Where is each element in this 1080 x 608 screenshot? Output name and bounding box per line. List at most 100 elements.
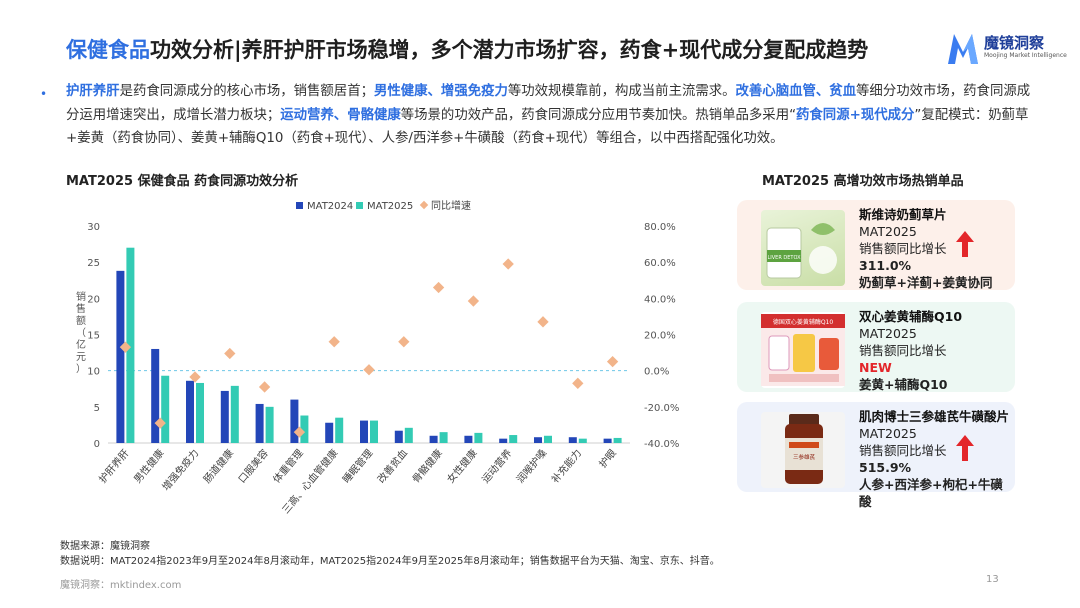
x-tick-label: 运动营养 [479, 447, 515, 486]
products-section-title: MAT2025 高增功效市场热销单品 [762, 174, 964, 189]
data-source: 数据来源：魔镜洞察 [60, 541, 150, 552]
product-1-period: MAT2025 [859, 224, 917, 239]
legend-label: MAT2025 [367, 201, 413, 212]
legend-swatch-MAT2024 [296, 202, 303, 209]
product-2-info: 双心姜黄辅酶Q10 MAT2025 销售额同比增长 NEW 姜黄+辅酶Q10 [859, 308, 962, 393]
y-tick-label: 20 [87, 294, 100, 305]
bar-mat2024 [534, 437, 542, 443]
bar-mat2024 [603, 438, 612, 443]
bar-mat2024 [464, 435, 473, 443]
y2-tick-label: 40.0% [644, 294, 676, 305]
bar-mat2025 [126, 247, 135, 443]
growth-marker [502, 258, 514, 270]
summary-paragraph: 护肝养肝是药食同源成分的核心市场，销售额居首；男性健康、增强免疫力等功效规模靠前… [66, 80, 1036, 151]
bar-mat2024 [568, 437, 577, 443]
data-note: 数据说明：MAT2024指2023年9月至2024年8月滚动年，MAT2025指… [60, 556, 720, 567]
legend-swatch-MAT2025 [356, 202, 363, 209]
x-tick-label: 骨骼健康 [409, 447, 445, 486]
x-tick-label: 护眼 [596, 447, 619, 471]
bar-mat2024 [429, 435, 438, 443]
up-arrow-icon [956, 435, 974, 461]
bar-mat2025 [370, 420, 378, 443]
x-tick-label: 增强免疫力 [159, 447, 201, 494]
y2-tick-label: 60.0% [644, 258, 676, 269]
y2-tick-label: -40.0% [644, 439, 679, 450]
growth-marker [537, 316, 549, 328]
legend-marker-growth [419, 200, 429, 210]
page-title-rest: 功效分析|养肝护肝市场稳增，多个潜力市场扩容，药食+现代成分复配成趋势 [150, 38, 869, 62]
bar-mat2025 [300, 415, 309, 443]
product-image-2: 德国双心姜黄辅酶Q10 [761, 312, 845, 388]
legend-label: MAT2024 [307, 201, 353, 212]
bar-mat2024 [151, 348, 160, 443]
growth-marker [328, 336, 340, 348]
y2-tick-label: 80.0% [644, 222, 676, 233]
product-1-info: 斯维诗奶蓟草片 MAT2025 销售额同比增长 311.0% 奶蓟草+洋蓟+姜黄… [859, 206, 992, 291]
x-tick-label: 口服美容 [235, 447, 271, 486]
y-tick-label: 25 [87, 258, 100, 269]
product-1-metric: 销售额同比增长 [859, 241, 947, 256]
summary-highlight-4: 运动营养、骨骼健康 [280, 107, 401, 123]
page-number: 13 [986, 574, 999, 585]
bar-mat2025 [230, 385, 239, 443]
product-1-mix: 奶蓟草+洋蓟+姜黄协同 [859, 275, 993, 290]
bar-mat2024 [255, 403, 264, 443]
summary-text-5: ”复配模式：奶蓟草+姜黄（药食协同）、姜黄+辅酶Q10（药食+现代）、人参/西洋… [66, 107, 1029, 147]
y-tick-label: 0 [94, 439, 100, 450]
product-3-period: MAT2025 [859, 426, 917, 441]
product-1-img-text: LIVER DETOX [767, 255, 801, 261]
y2-tick-label: 0.0% [644, 367, 669, 378]
product-1-value: 311.0% [859, 258, 912, 273]
product-image-3: 三参雄芪 [761, 412, 845, 488]
product-3-name: 肌肉博士三参雄芪牛磺酸片 [859, 409, 1010, 424]
x-tick-label: 体重管理 [270, 447, 306, 486]
growth-marker [606, 355, 619, 368]
summary-text-3: 等细分功效市场，药食同源成分运用增速突出，成增长潜力板块； [66, 84, 1031, 123]
growth-marker [258, 381, 271, 393]
product-card-1[interactable]: LIVER DETOX 斯维诗奶蓟草片 MAT2025 销售额同比增长 311.… [737, 200, 1015, 290]
bar-mat2024 [499, 438, 508, 443]
bar-mat2025 [404, 427, 413, 443]
product-3-value: 515.9% [859, 460, 912, 475]
y2-tick-label: 20.0% [644, 331, 676, 342]
product-2-name: 双心姜黄辅酶Q10 [859, 309, 963, 324]
bar-mat2024 [186, 380, 194, 443]
bar-mat2024 [220, 390, 229, 443]
x-tick-label: 女性健康 [444, 447, 480, 486]
legend-label: 同比增速 [431, 199, 471, 212]
growth-marker [432, 281, 445, 294]
product-3-mix: 人参+西洋参+枸杞+牛磺酸 [859, 477, 1003, 509]
bar-mat2025 [544, 435, 552, 443]
x-tick-label: 肠道健康 [200, 447, 236, 486]
growth-marker [363, 364, 375, 376]
y-tick-label: 15 [87, 331, 100, 342]
growth-marker [572, 377, 584, 389]
bar-mat2024 [325, 422, 334, 443]
summary-text-1: 是药食同源成分的核心市场，销售额居首； [119, 84, 374, 99]
bar-mat2025 [161, 375, 170, 443]
y-tick-label: 5 [94, 403, 100, 414]
bar-mat2025 [265, 406, 274, 443]
summary-text-2: 等功效规模靠前，构成当前主流需求。 [507, 84, 736, 99]
site-link[interactable]: 魔镜洞察：mktindex.com [60, 580, 182, 591]
product-1-name: 斯维诗奶蓟草片 [859, 207, 947, 222]
bar-mat2024 [360, 420, 368, 443]
product-card-2[interactable]: 德国双心姜黄辅酶Q10 双心姜黄辅酶Q10 MAT2025 销售额同比增长 NE… [737, 302, 1015, 392]
product-image-1: LIVER DETOX [761, 210, 845, 286]
new-badge: NEW [859, 360, 892, 375]
y-tick-label: 30 [87, 222, 100, 233]
logo-name: 魔镜洞察 [984, 34, 1045, 52]
product-card-3[interactable]: 三参雄芪 肌肉博士三参雄芪牛磺酸片 MAT2025 销售额同比增长 515.9%… [737, 402, 1015, 509]
growth-marker [119, 341, 132, 353]
summary-highlight-5: 药食同源+现代成分 [796, 107, 915, 123]
x-tick-label: 补充能力 [548, 447, 584, 486]
x-tick-label: 改善贫血 [374, 447, 410, 486]
functional-analysis-chart: 0 5 10 15 20 25 30 -40.0% -20.0% 0.0% 20.0% 40.0% 60… [76, 199, 679, 516]
brand-logo: 魔镜洞察 Moojing Market Intelligence [946, 30, 1067, 70]
y-tick-label: 10 [87, 367, 100, 378]
bar-mat2025 [578, 438, 587, 443]
y-axis-label: 销售额（亿元） [76, 290, 86, 375]
bar-mat2025 [196, 382, 204, 443]
x-tick-label: 睡眠管理 [340, 447, 376, 486]
summary-highlight-3: 改善心脑血管、贫血 [735, 84, 857, 99]
